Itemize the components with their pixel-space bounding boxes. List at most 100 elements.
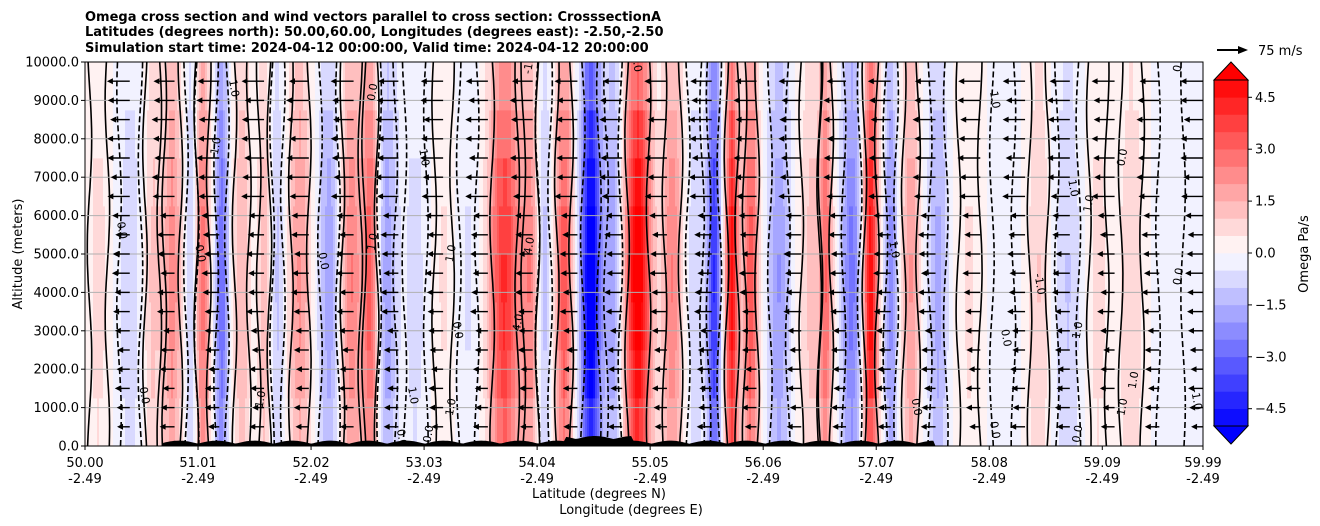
omega-cell <box>771 206 774 255</box>
omega-cell <box>933 206 936 255</box>
omega-cell <box>465 350 468 399</box>
omega-cell <box>1153 302 1156 351</box>
omega-cell <box>247 62 250 111</box>
omega-cell <box>855 158 858 207</box>
omega-cell <box>173 110 176 159</box>
omega-cell <box>177 350 180 399</box>
omega-cell <box>657 62 660 111</box>
omega-cell <box>115 254 118 303</box>
omega-cell <box>1085 158 1088 207</box>
omega-cell <box>401 398 404 446</box>
omega-cell <box>445 398 448 446</box>
omega-cell <box>1133 206 1136 255</box>
omega-cell <box>297 110 300 159</box>
omega-cell <box>699 110 702 159</box>
omega-cell <box>185 398 188 446</box>
omega-cell <box>689 206 692 255</box>
omega-cell <box>701 110 704 159</box>
omega-cell <box>797 110 800 159</box>
omega-cell <box>469 302 472 351</box>
omega-cell <box>763 62 766 111</box>
omega-cell <box>785 254 788 303</box>
omega-cell <box>133 206 136 255</box>
omega-cell <box>733 302 736 351</box>
omega-cell <box>787 206 790 255</box>
omega-cell <box>959 110 962 159</box>
omega-cell <box>1071 158 1074 207</box>
omega-cell <box>911 206 914 255</box>
omega-cell <box>1051 254 1054 303</box>
omega-cell <box>165 350 168 399</box>
omega-cell <box>605 62 608 111</box>
omega-cell <box>605 302 608 351</box>
omega-cell <box>619 110 622 159</box>
omega-cell <box>869 158 872 207</box>
omega-cell <box>867 350 870 399</box>
omega-cell <box>275 62 278 111</box>
omega-cell <box>577 254 580 303</box>
omega-cell <box>139 206 142 255</box>
omega-cell <box>1201 62 1203 111</box>
omega-cell <box>839 398 842 446</box>
omega-cell <box>833 302 836 351</box>
omega-cell <box>585 302 588 351</box>
omega-cell <box>533 206 536 255</box>
wind-vector-head <box>868 193 875 200</box>
omega-cell <box>585 350 588 399</box>
omega-cell <box>901 302 904 351</box>
omega-cell <box>229 62 232 111</box>
omega-cell <box>1005 398 1008 446</box>
omega-cell <box>607 254 610 303</box>
omega-cell <box>565 62 568 111</box>
omega-cell <box>835 254 838 303</box>
omega-cell <box>881 110 884 159</box>
omega-cell <box>247 254 250 303</box>
wind-vector-head <box>420 97 427 104</box>
omega-cell <box>363 158 366 207</box>
omega-cell <box>799 110 802 159</box>
omega-cell <box>1039 302 1042 351</box>
omega-cell <box>907 302 910 351</box>
omega-cell <box>439 110 442 159</box>
omega-cell <box>487 206 490 255</box>
omega-cell <box>999 62 1002 111</box>
omega-cell <box>503 350 506 399</box>
omega-cell <box>449 302 452 351</box>
omega-cell <box>1181 254 1184 303</box>
omega-cell <box>1051 158 1054 207</box>
omega-cell <box>795 206 798 255</box>
omega-cell <box>319 110 322 159</box>
omega-cell <box>287 254 290 303</box>
omega-cell <box>147 158 150 207</box>
omega-cell <box>953 110 956 159</box>
omega-cell <box>793 398 796 446</box>
omega-cell <box>693 398 696 446</box>
omega-cell <box>353 254 356 303</box>
omega-cell <box>971 302 974 351</box>
omega-cell <box>283 398 286 446</box>
omega-cell <box>689 110 692 159</box>
omega-cell <box>845 398 848 446</box>
omega-cell <box>709 302 712 351</box>
omega-cell <box>925 206 928 255</box>
omega-cell <box>341 254 344 303</box>
omega-cell <box>817 62 820 111</box>
omega-cell <box>1175 158 1178 207</box>
omega-cell <box>661 350 664 399</box>
omega-cell <box>293 62 296 111</box>
omega-cell <box>1031 398 1034 446</box>
omega-cell <box>1173 206 1176 255</box>
omega-cell <box>1137 158 1140 207</box>
omega-cell <box>343 110 346 159</box>
omega-cell <box>803 398 806 446</box>
omega-cell <box>845 206 848 255</box>
omega-cell <box>549 62 552 111</box>
omega-cell <box>403 254 406 303</box>
omega-cell <box>289 254 292 303</box>
omega-cell <box>1161 158 1164 207</box>
omega-cell <box>1107 206 1110 255</box>
omega-cell <box>549 110 552 159</box>
omega-cell <box>1073 158 1076 207</box>
omega-cell <box>723 206 726 255</box>
omega-cell <box>303 254 306 303</box>
